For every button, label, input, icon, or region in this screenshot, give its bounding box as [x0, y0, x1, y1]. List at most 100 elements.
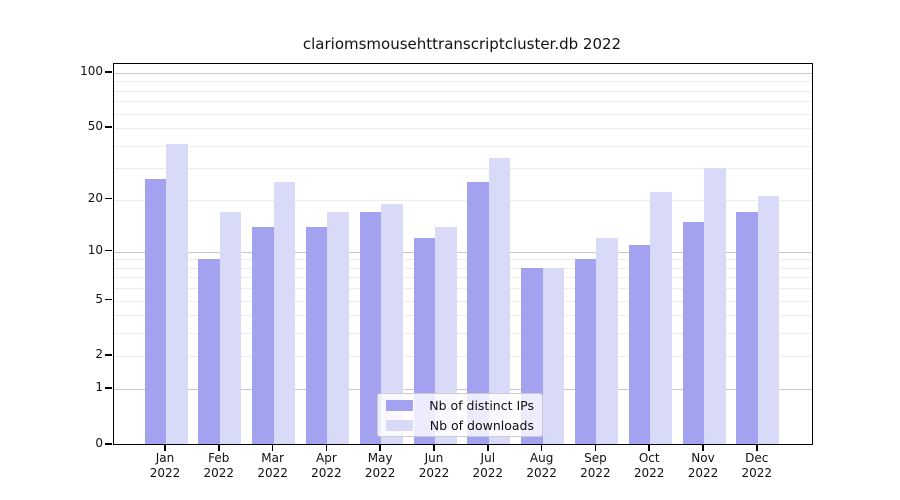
year-label: 2022 [580, 466, 611, 480]
x-axis-tick [433, 444, 435, 451]
year-label: 2022 [687, 466, 719, 480]
gridline-minor [114, 128, 812, 130]
plot-area [113, 63, 813, 445]
month-label: Aug [529, 451, 554, 465]
gridline-major [114, 251, 812, 253]
bar-downloads [435, 226, 457, 444]
y-axis-tick [105, 443, 112, 445]
y-axis-tick [105, 354, 112, 356]
bar-distinct-ips [144, 179, 166, 444]
month-label: Nov [691, 451, 715, 465]
gridline-minor [114, 300, 812, 302]
x-axis-tick [379, 444, 381, 451]
gridline-minor [114, 267, 812, 269]
bar-downloads [650, 192, 672, 444]
legend: Nb of distinct IPs Nb of downloads [377, 393, 543, 437]
y-axis-tick-label: 0 [95, 436, 103, 450]
year-label: 2022 [364, 466, 396, 480]
gridline-major [114, 73, 812, 75]
bar-distinct-ips [628, 244, 651, 444]
bar-distinct-ips [467, 182, 489, 444]
gridline-minor [114, 333, 812, 335]
legend-row: Nb of downloads [386, 418, 534, 433]
x-axis-tick-label: Jun 2022 [404, 451, 464, 481]
y-axis-tick [105, 249, 112, 252]
x-axis-tick [648, 444, 650, 451]
gridline-minor [114, 356, 812, 358]
x-axis-tick-label: Feb 2022 [189, 451, 249, 481]
year-label: 2022 [418, 466, 450, 480]
y-axis-tick-label: 2 [95, 347, 103, 362]
bar-downloads [273, 182, 296, 444]
y-axis-tick-label: 10 [87, 242, 103, 257]
gridline-minor [114, 259, 812, 261]
month-label: Mar [261, 451, 284, 465]
gridline-minor [114, 113, 812, 115]
month-label: Jul [480, 451, 496, 465]
x-axis-tick [487, 444, 489, 451]
month-label: Sep [584, 451, 607, 465]
bar-downloads [704, 168, 726, 444]
x-axis-tick [271, 444, 274, 451]
legend-row: Nb of distinct IPs [386, 398, 534, 413]
x-axis-tick [702, 444, 704, 451]
x-axis-tick-label: Jan 2022 [135, 451, 195, 481]
month-label: Feb [208, 451, 230, 465]
x-axis-tick-label: Apr 2022 [296, 451, 356, 481]
month-label: May [367, 451, 393, 465]
gridline-minor [114, 101, 812, 103]
bar-distinct-ips [252, 226, 274, 444]
bar-distinct-ips [736, 212, 758, 444]
gridline-minor [114, 315, 812, 317]
gridline-minor [114, 168, 812, 170]
y-axis-tick [105, 298, 112, 301]
x-axis-tick-label: Nov 2022 [673, 451, 733, 481]
y-axis-tick-label: 100 [80, 64, 103, 79]
year-label: 2022 [203, 466, 235, 480]
bar-downloads [757, 195, 780, 444]
bar-distinct-ips [198, 259, 220, 444]
y-axis-tick [105, 71, 112, 73]
x-axis-tick-label: Sep 2022 [565, 451, 625, 481]
year-label: 2022 [741, 466, 773, 480]
x-axis-tick [540, 444, 543, 451]
legend-label-downloads: Nb of downloads [429, 417, 534, 433]
bar-downloads [219, 212, 242, 444]
gridline-minor [114, 288, 812, 290]
bar-distinct-ips [413, 238, 435, 444]
gridline-minor [114, 81, 812, 83]
gridline-minor [114, 199, 812, 201]
y-axis-tick [105, 387, 112, 389]
bar-distinct-ips [682, 221, 704, 444]
bar-downloads [327, 212, 349, 444]
x-axis-tick-label: Oct 2022 [619, 451, 679, 481]
x-axis-tick-label: Mar 2022 [243, 451, 303, 481]
gridline-minor [114, 90, 812, 92]
month-label: Dec [745, 451, 769, 465]
month-label: Apr [316, 451, 337, 465]
month-label: Jun [424, 451, 444, 465]
y-axis-tick-label: 20 [87, 190, 103, 205]
x-axis-tick-label: May 2022 [350, 451, 410, 481]
x-axis-tick [218, 444, 220, 451]
month-label: Jan [155, 451, 175, 465]
y-axis-tick-label: 50 [87, 119, 103, 134]
year-label: 2022 [311, 466, 342, 480]
y-axis-tick [105, 126, 112, 128]
year-label: 2022 [472, 466, 504, 480]
bar-distinct-ips [305, 226, 328, 444]
x-axis-tick-label: Jul 2022 [458, 451, 518, 481]
bar-downloads [381, 203, 403, 444]
bar-downloads [488, 158, 511, 444]
x-axis-tick [325, 444, 328, 451]
bar-downloads [166, 143, 188, 444]
year-label: 2022 [526, 466, 557, 480]
chart-title: clariomsmousehttranscriptcluster.db 2022 [302, 35, 622, 53]
legend-swatch-downloads [386, 419, 413, 431]
legend-swatch-distinct-ips [386, 399, 413, 411]
x-axis-tick [756, 444, 758, 451]
bar-distinct-ips [574, 259, 597, 444]
gridline-minor [114, 145, 812, 147]
gridline-minor [114, 277, 812, 279]
year-label: 2022 [149, 466, 181, 480]
